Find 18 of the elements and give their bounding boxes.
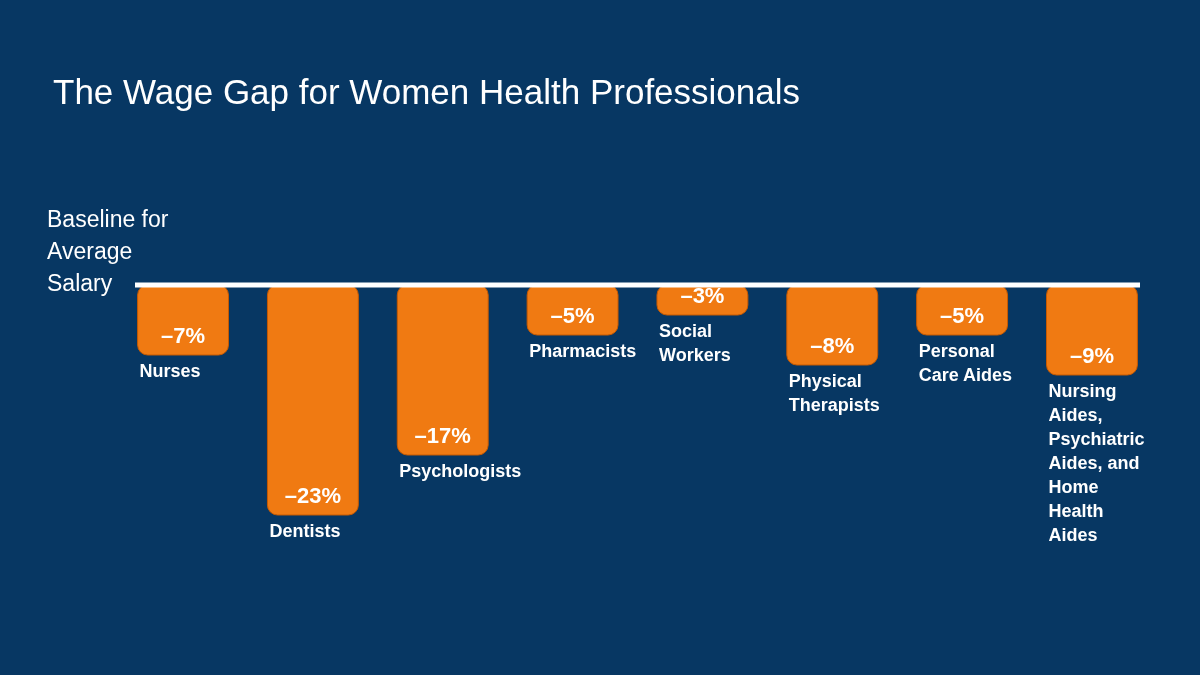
chart-title: The Wage Gap for Women Health Professionals	[53, 72, 801, 111]
x-tick-label: Physical Therapists	[788, 371, 880, 415]
data-label: –3%	[680, 283, 725, 308]
x-tick-label: Pharmacists	[529, 341, 637, 361]
data-label: –5%	[550, 303, 595, 328]
data-label: –5%	[940, 303, 985, 328]
data-label: –7%	[161, 323, 206, 348]
x-tick-label: Psychologists	[399, 461, 522, 481]
data-label: –8%	[810, 333, 855, 358]
data-label: –23%	[284, 483, 342, 508]
data-label: –9%	[1069, 343, 1114, 368]
x-tick-label: Dentists	[269, 521, 341, 541]
data-label: –17%	[414, 423, 471, 448]
x-tick-label: Social Workers	[658, 321, 731, 365]
x-tick-label: Nurses	[139, 361, 201, 381]
x-tick-label: Nursing Aides, Psychiatric Aides, and Home Health Aides	[1048, 381, 1145, 545]
x-tick-label: Personal Care Aides	[918, 341, 1013, 385]
ref-line-label: Baseline for Average Salary	[47, 206, 169, 296]
